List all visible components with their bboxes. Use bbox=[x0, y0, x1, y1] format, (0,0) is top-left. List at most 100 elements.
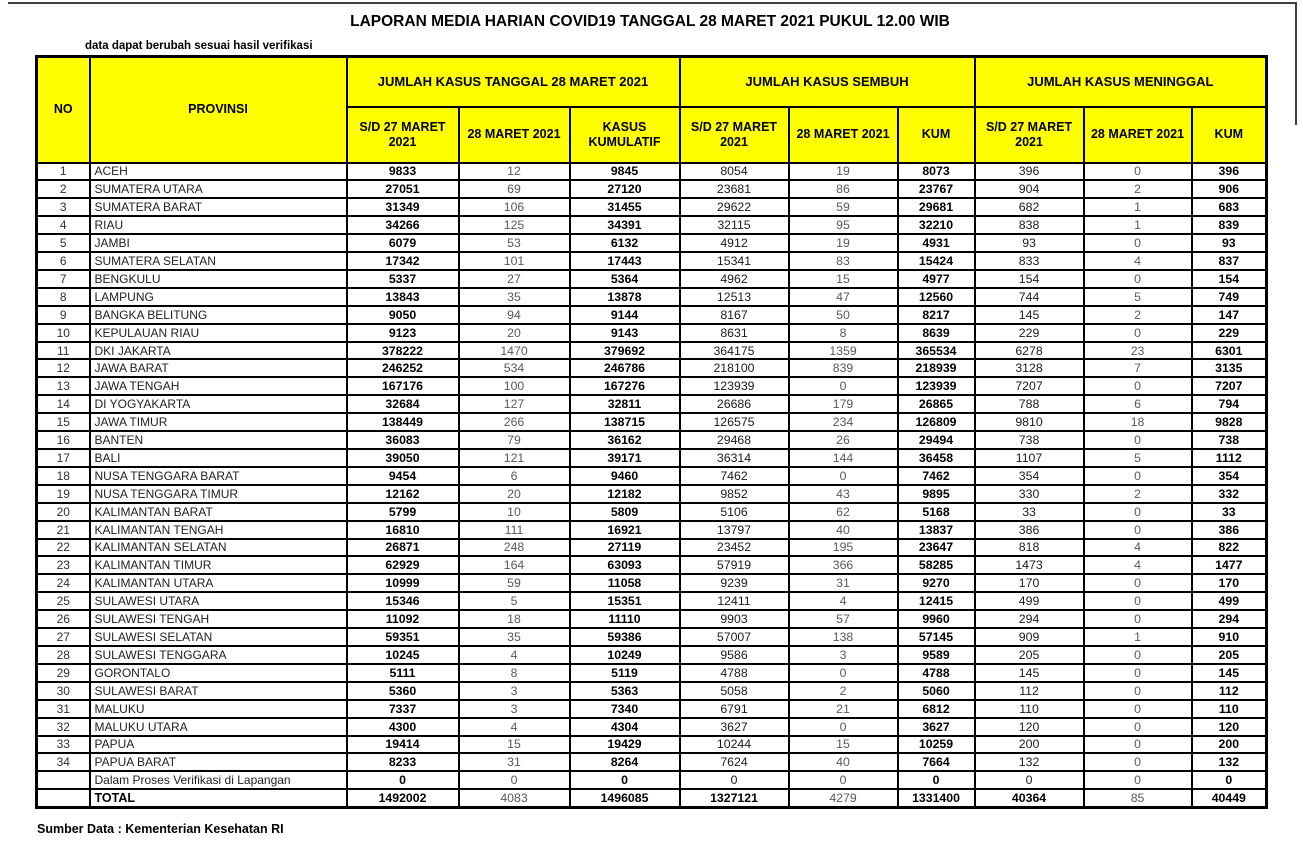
row-number-cell: 4 bbox=[35, 215, 91, 236]
value-cell: 5119 bbox=[568, 662, 681, 683]
value-cell: 32811 bbox=[568, 394, 681, 415]
value-cell: 906 bbox=[1190, 179, 1268, 200]
header-kasus-sd: S/D 27 MARET 2021 bbox=[345, 105, 460, 164]
value-cell: 10999 bbox=[345, 573, 460, 594]
covid-report-table: NO PROVINSI JUMLAH KASUS TANGGAL 28 MARE… bbox=[35, 55, 1269, 809]
row-number-cell: 16 bbox=[35, 430, 91, 450]
row-number-cell bbox=[35, 770, 91, 791]
value-cell: 13797 bbox=[678, 519, 790, 540]
value-cell: 154 bbox=[973, 268, 1085, 289]
header-no: NO bbox=[35, 55, 91, 164]
table-row: 16 BANTEN 36083 79 36162 29468 26 29494 738 0 738 bbox=[35, 430, 1268, 450]
sub-header-row: S/D 27 MARET 2021 28 MARET 2021 KASUS KU… bbox=[37, 105, 1268, 164]
value-cell: 34266 bbox=[345, 215, 460, 236]
header-kasus-kum: KASUS KUMULATIF bbox=[568, 105, 681, 164]
value-cell: 9589 bbox=[896, 644, 976, 665]
value-cell: 818 bbox=[973, 537, 1085, 558]
value-cell: 0 bbox=[457, 770, 571, 791]
value-cell: 17443 bbox=[568, 251, 681, 271]
value-cell: 12415 bbox=[896, 591, 976, 612]
value-cell: 5 bbox=[1082, 448, 1193, 468]
value-cell: 294 bbox=[1190, 609, 1268, 630]
value-cell: 1496085 bbox=[568, 788, 681, 809]
row-number-cell: 11 bbox=[35, 340, 91, 361]
value-cell: 138715 bbox=[568, 412, 681, 433]
value-cell: 7462 bbox=[896, 465, 976, 486]
table-row: 33 PAPUA 19414 15 19429 10244 15 10259 200 0 200 bbox=[35, 734, 1268, 755]
value-cell: 6301 bbox=[1190, 340, 1268, 361]
value-cell: 534 bbox=[457, 358, 571, 379]
value-cell: 5799 bbox=[345, 501, 460, 522]
value-cell: 1327121 bbox=[678, 788, 790, 809]
value-cell: 31 bbox=[457, 752, 571, 773]
value-cell: 11092 bbox=[345, 609, 460, 630]
value-cell: 110 bbox=[1190, 698, 1268, 719]
value-cell: 744 bbox=[973, 286, 1085, 307]
value-cell: 138 bbox=[787, 627, 899, 647]
value-cell: 5168 bbox=[896, 501, 976, 522]
value-cell: 4977 bbox=[896, 268, 976, 289]
row-number-cell: 18 bbox=[35, 465, 91, 486]
header-group-sembuh: JUMLAH KASUS SEMBUH bbox=[678, 55, 976, 108]
row-number-cell: 9 bbox=[35, 304, 91, 325]
province-cell: TOTAL bbox=[88, 788, 348, 809]
value-cell: 40364 bbox=[973, 788, 1085, 809]
value-cell: 58285 bbox=[896, 555, 976, 576]
value-cell: 94 bbox=[457, 304, 571, 325]
value-cell: 5111 bbox=[345, 662, 460, 683]
value-cell: 10244 bbox=[678, 734, 790, 755]
value-cell: 200 bbox=[973, 734, 1085, 755]
header-group-meninggal: JUMLAH KASUS MENINGGAL bbox=[973, 55, 1268, 108]
value-cell: 21 bbox=[787, 698, 899, 719]
value-cell: 10 bbox=[457, 501, 571, 522]
row-number-cell: 27 bbox=[35, 627, 91, 647]
value-cell: 59 bbox=[457, 573, 571, 594]
table-row: 22 KALIMANTAN SELATAN 26871 248 27119 23452 19… bbox=[35, 537, 1268, 558]
value-cell: 154 bbox=[1190, 268, 1268, 289]
province-cell: BENGKULU bbox=[88, 268, 348, 289]
province-cell: SULAWESI UTARA bbox=[88, 591, 348, 612]
province-cell: JAWA TIMUR bbox=[88, 412, 348, 433]
value-cell: 57145 bbox=[896, 627, 976, 647]
value-cell: 8631 bbox=[678, 322, 790, 343]
value-cell: 386 bbox=[973, 519, 1085, 540]
value-cell: 132 bbox=[1190, 752, 1268, 773]
value-cell: 5360 bbox=[345, 680, 460, 701]
value-cell: 4 bbox=[787, 591, 899, 612]
value-cell: 23452 bbox=[678, 537, 790, 558]
value-cell: 0 bbox=[1082, 322, 1193, 343]
value-cell: 0 bbox=[1082, 233, 1193, 254]
province-cell: ACEH bbox=[88, 161, 348, 182]
value-cell: 9123 bbox=[345, 322, 460, 343]
value-cell: 132 bbox=[973, 752, 1085, 773]
table-row: 10 KEPULAUAN RIAU 9123 20 9143 8631 8 8639 229 0 2… bbox=[35, 322, 1268, 343]
value-cell: 909 bbox=[973, 627, 1085, 647]
value-cell: 0 bbox=[1082, 430, 1193, 450]
row-number-cell: 15 bbox=[35, 412, 91, 433]
value-cell: 23767 bbox=[896, 179, 976, 200]
value-cell: 126575 bbox=[678, 412, 790, 433]
table-row: 3 SUMATERA BARAT 31349 106 31455 29622 59 29681… bbox=[35, 197, 1268, 218]
table-row: 8 LAMPUNG 13843 35 13878 12513 47 12560 744 5 749 bbox=[35, 286, 1268, 307]
province-cell: BANTEN bbox=[88, 430, 348, 450]
value-cell: 0 bbox=[1082, 770, 1193, 791]
value-cell: 9239 bbox=[678, 573, 790, 594]
group-header-row: NO PROVINSI JUMLAH KASUS TANGGAL 28 MARE… bbox=[35, 55, 1268, 164]
value-cell: 6 bbox=[1082, 394, 1193, 415]
value-cell: 6278 bbox=[973, 340, 1085, 361]
row-number-cell: 7 bbox=[35, 268, 91, 289]
value-cell: 15 bbox=[457, 734, 571, 755]
value-cell: 9833 bbox=[345, 161, 460, 182]
value-cell: 62 bbox=[787, 501, 899, 522]
value-cell: 837 bbox=[1190, 251, 1268, 271]
row-number-cell: 21 bbox=[35, 519, 91, 540]
value-cell: 3135 bbox=[1190, 358, 1268, 379]
province-cell: KALIMANTAN TENGAH bbox=[88, 519, 348, 540]
value-cell: 43 bbox=[787, 483, 899, 504]
value-cell: 0 bbox=[1082, 752, 1193, 773]
value-cell: 112 bbox=[1190, 680, 1268, 701]
table-row: 19 NUSA TENGGARA TIMUR 12162 20 12182 9852 43 9… bbox=[35, 483, 1268, 504]
value-cell: 8073 bbox=[896, 161, 976, 182]
row-number-cell: 32 bbox=[35, 716, 91, 737]
value-cell: 10245 bbox=[345, 644, 460, 665]
